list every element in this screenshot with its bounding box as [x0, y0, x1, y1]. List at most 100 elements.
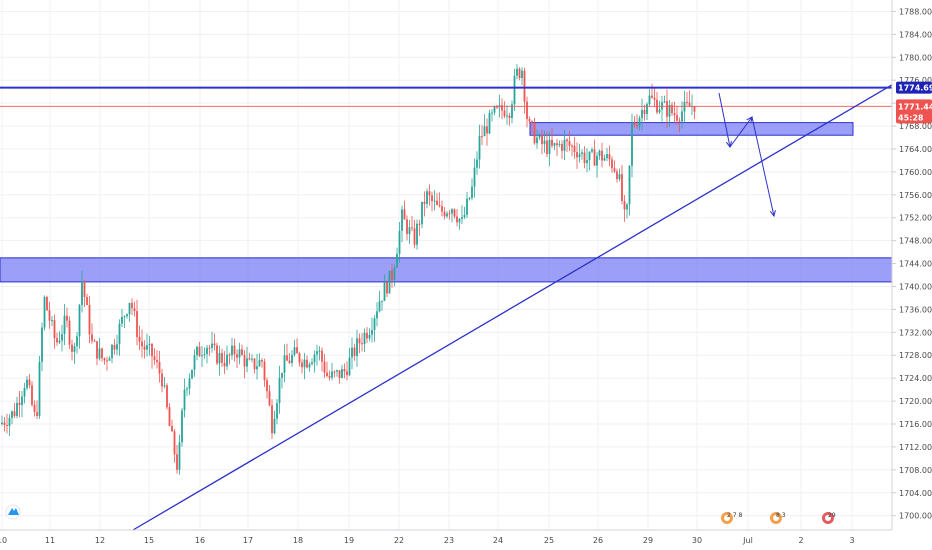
candle-body: [441, 206, 443, 212]
candle-body: [513, 75, 516, 105]
event-flag-1[interactable]: 2 7 8: [721, 512, 742, 524]
candle-body: [148, 343, 151, 346]
candle-body: [203, 354, 206, 356]
candle-body: [528, 119, 531, 122]
candle-body: [213, 343, 216, 346]
price-tick-label: 1780.000: [899, 53, 932, 62]
candle-body: [376, 311, 378, 319]
candle-body: [86, 297, 88, 306]
candle-body: [343, 369, 346, 372]
candle-body: [68, 320, 71, 345]
candle-body: [16, 402, 18, 416]
candle-body: [46, 297, 48, 311]
candle-body: [301, 362, 303, 368]
candle-body: [426, 191, 428, 204]
candle-body: [303, 359, 306, 368]
candle-body: [636, 125, 638, 127]
candle-body: [593, 149, 596, 166]
time-tick-label: 2: [798, 536, 803, 545]
candle-body: [403, 209, 406, 220]
candle-body: [486, 126, 488, 134]
candle-body: [461, 217, 463, 219]
candle-body: [538, 134, 541, 138]
candle-body: [473, 167, 476, 187]
candle-body: [438, 204, 441, 207]
candle-body: [141, 341, 143, 347]
candle-body: [358, 338, 361, 344]
candle-body: [608, 154, 611, 160]
candle-body: [53, 320, 56, 339]
candle-body: [18, 402, 21, 406]
candle-body: [476, 159, 478, 168]
event-flag-2-label: 8 3: [776, 512, 786, 519]
candle-body: [423, 201, 426, 204]
candle-body: [483, 126, 486, 137]
candle-body: [111, 344, 113, 359]
candle-body: [631, 122, 633, 166]
candle-body: [231, 345, 233, 356]
candle-body: [136, 311, 138, 337]
candle-body: [173, 431, 176, 455]
resistance-price-tag: 1774.699: [896, 81, 932, 94]
candle-body: [253, 358, 256, 370]
price-tick-label: 1700.000: [899, 512, 932, 521]
time-axis[interactable]: 101112151617181922232425262930Jul23: [0, 536, 855, 545]
tradingview-logo-icon[interactable]: [5, 504, 21, 520]
candle-body: [611, 159, 613, 169]
candle-body: [103, 358, 106, 361]
candle-body: [621, 174, 623, 201]
candle-body: [311, 362, 313, 365]
support-zone: [0, 257, 893, 283]
candle-body: [638, 118, 641, 127]
candle-body: [573, 145, 576, 153]
candle-body: [73, 346, 76, 352]
price-tick-label: 1708.000: [899, 466, 932, 475]
candle-body: [548, 139, 551, 154]
candle-body: [128, 302, 131, 315]
trendline: [132, 84, 893, 531]
candle-body: [138, 336, 141, 342]
candle-body: [258, 360, 261, 367]
candle-body: [581, 152, 583, 155]
candle-body: [228, 354, 231, 356]
candle-body: [598, 150, 601, 156]
candle-body: [493, 106, 496, 113]
candle-body: [331, 371, 333, 378]
candle-body: [196, 346, 198, 356]
candle-body: [123, 316, 126, 318]
candle-body: [163, 385, 166, 387]
candle-body: [561, 144, 563, 151]
candle-body: [83, 281, 86, 298]
event-flag-3[interactable]: 29: [822, 512, 836, 524]
price-tick-label: 1764.000: [899, 145, 932, 154]
candle-body: [663, 101, 666, 103]
candle-body: [236, 354, 238, 358]
candle-body: [281, 372, 283, 378]
candle-body: [448, 213, 451, 215]
candle-body: [676, 115, 678, 121]
event-flag-2[interactable]: 8 3: [770, 512, 786, 524]
candle-body: [278, 377, 281, 403]
candle-body: [543, 140, 546, 145]
candle-body: [378, 301, 381, 312]
price-tick-label: 1736.000: [899, 305, 932, 314]
price-axis[interactable]: 1788.0001784.0001780.0001776.0001772.000…: [892, 7, 932, 521]
candle-body: [251, 358, 253, 360]
candle-body: [98, 348, 101, 359]
arrow-up-to-zone: [729, 116, 753, 148]
candle-body: [558, 144, 561, 146]
candle-body: [468, 197, 471, 199]
price-tick-label: 1712.000: [899, 443, 932, 452]
time-tick-label: 16: [195, 536, 205, 545]
candle-body: [76, 336, 78, 347]
candle-body: [181, 410, 183, 443]
candle-body: [233, 345, 236, 355]
candle-body: [431, 195, 433, 202]
candle-body: [383, 282, 386, 301]
candle-body: [586, 160, 588, 164]
candle-body: [293, 347, 296, 355]
resistance-zone: [529, 122, 854, 136]
time-tick-label: 22: [394, 536, 404, 545]
